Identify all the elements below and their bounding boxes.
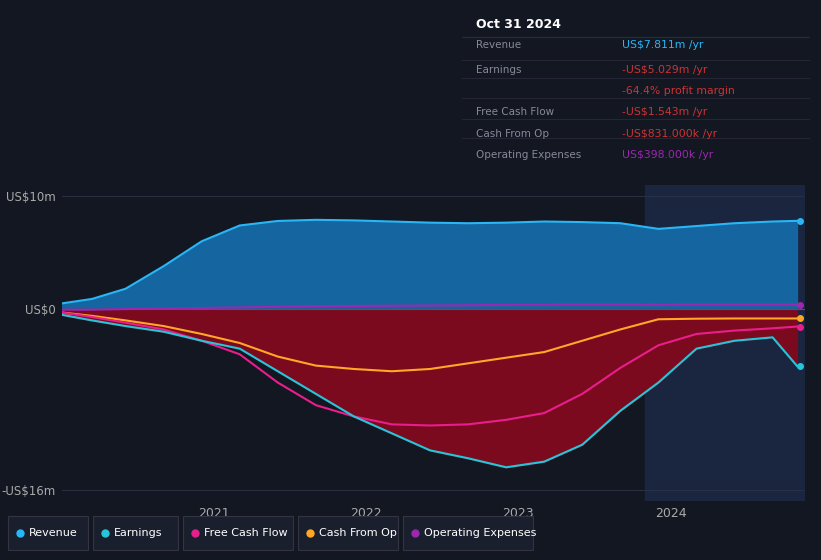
Text: -US$5.029m /yr: -US$5.029m /yr	[622, 65, 708, 74]
Bar	[93, 516, 178, 550]
Text: -US$831.000k /yr: -US$831.000k /yr	[622, 129, 718, 138]
Bar	[403, 516, 533, 550]
Text: Operating Expenses: Operating Expenses	[476, 150, 581, 160]
Text: Revenue: Revenue	[29, 528, 78, 538]
Text: Oct 31 2024: Oct 31 2024	[476, 17, 561, 31]
Bar	[183, 516, 293, 550]
Bar	[644, 185, 808, 501]
Text: Cash From Op: Cash From Op	[319, 528, 397, 538]
Text: Earnings: Earnings	[114, 528, 163, 538]
Text: -64.4% profit margin: -64.4% profit margin	[622, 86, 735, 96]
Text: US$7.811m /yr: US$7.811m /yr	[622, 40, 704, 50]
Bar	[298, 516, 398, 550]
Text: Free Cash Flow: Free Cash Flow	[476, 108, 554, 117]
Text: US$398.000k /yr: US$398.000k /yr	[622, 150, 713, 160]
Bar	[8, 516, 88, 550]
Text: Revenue: Revenue	[476, 40, 521, 50]
Text: Cash From Op: Cash From Op	[476, 129, 549, 138]
Text: -US$1.543m /yr: -US$1.543m /yr	[622, 108, 708, 117]
Text: Free Cash Flow: Free Cash Flow	[204, 528, 287, 538]
Text: Earnings: Earnings	[476, 65, 521, 74]
Text: Operating Expenses: Operating Expenses	[424, 528, 536, 538]
